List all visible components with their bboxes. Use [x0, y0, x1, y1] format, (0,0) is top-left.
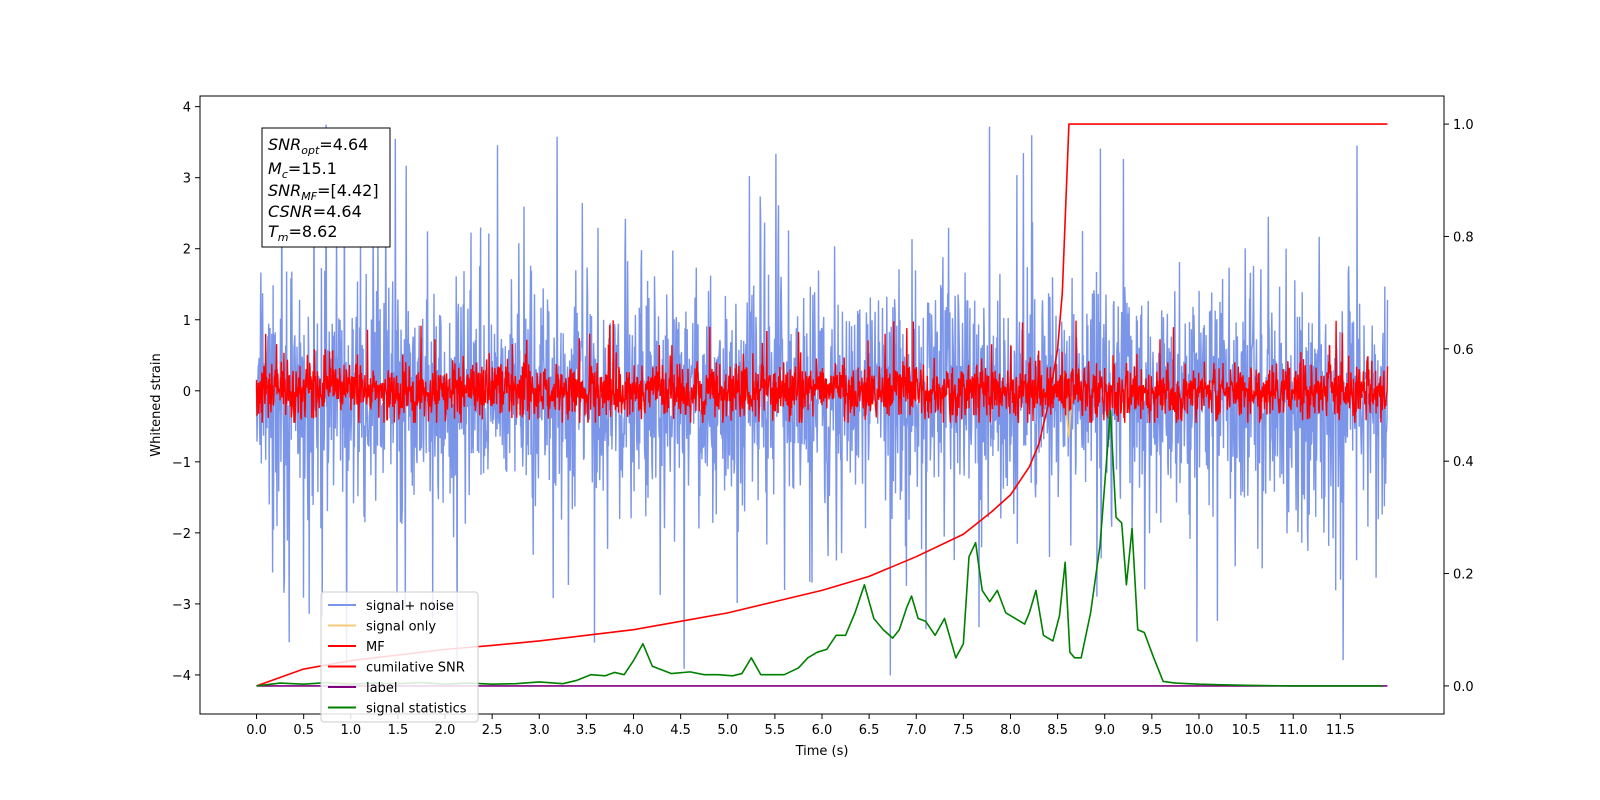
- y-left-tick-label: 2: [183, 243, 191, 258]
- x-tick-label: 6.0: [812, 723, 833, 738]
- x-tick-label: 5.0: [717, 723, 738, 738]
- y-right-tick-label: 1.0: [1453, 118, 1474, 133]
- series-signal-noise-line: [255, 124, 1389, 676]
- legend-label: signal+ noise: [366, 599, 454, 614]
- info-snr-opt: SNRopt=4.64: [268, 135, 368, 157]
- info-tm: Tm=8.62: [268, 222, 338, 244]
- x-tick-label: 1.5: [388, 723, 409, 738]
- y-left-tick-label: 0: [183, 385, 191, 400]
- y-right-tick-label: 0.4: [1453, 455, 1474, 470]
- x-tick-label: 7.0: [906, 723, 927, 738]
- legend-label: signal only: [366, 620, 436, 635]
- series-mf-line: [255, 320, 1389, 423]
- y-right-tick-label: 0.2: [1453, 568, 1474, 583]
- y-left-tick-label: 4: [183, 101, 191, 116]
- legend-label: label: [366, 681, 397, 696]
- info-csnr: CSNR=4.64: [268, 202, 362, 221]
- y-left-tick-label: −1: [172, 456, 191, 471]
- x-tick-label: 3.5: [576, 723, 597, 738]
- x-tick-label: 2.5: [482, 723, 503, 738]
- y-right-tick-label: 0.8: [1453, 230, 1474, 245]
- legend-frame: [320, 591, 479, 723]
- x-tick-label: 0.5: [293, 723, 314, 738]
- y-left-tick-label: 3: [183, 172, 191, 187]
- x-tick-label: 10.0: [1184, 723, 1213, 738]
- x-tick-label: 4.0: [623, 723, 644, 738]
- x-tick-label: 10.5: [1232, 723, 1261, 738]
- y-axis-label: Whitened strain: [149, 353, 164, 456]
- x-tick-label: 11.5: [1326, 723, 1355, 738]
- x-tick-label: 1.0: [340, 723, 361, 738]
- y-left-tick-label: −3: [172, 598, 191, 613]
- x-tick-label: 8.5: [1047, 723, 1068, 738]
- y-axis-right: 1.0 0.8 0.6 0.4 0.2 0.0: [1444, 118, 1474, 695]
- series-signal-statistics-line: [256, 409, 1383, 687]
- y-left-tick-label: −2: [172, 527, 191, 542]
- x-axis: 0.0 0.5 1.0 1.5 2.0 2.5 3.0 3.5 4.0 4.5 5.0 5.5 6.0 6…: [246, 714, 1355, 738]
- info-mc: Mc=15.1: [268, 159, 337, 181]
- legend-label: MF: [366, 640, 385, 655]
- legend-label: signal statistics: [366, 702, 467, 717]
- y-left-tick-label: 1: [183, 314, 191, 329]
- x-tick-label: 0.0: [246, 723, 267, 738]
- x-tick-label: 6.5: [859, 723, 880, 738]
- x-tick-label: 7.5: [953, 723, 974, 738]
- info-box-frame: [261, 127, 391, 248]
- y-left-tick-label: −4: [172, 669, 191, 684]
- x-tick-label: 3.0: [529, 723, 550, 738]
- x-tick-label: 11.0: [1279, 723, 1308, 738]
- y-right-tick-label: 0.0: [1453, 680, 1474, 695]
- info-box: SNRopt=4.64 Mc=15.1 SNRMF=[4.42] CSNR=4.…: [261, 127, 391, 248]
- x-tick-label: 5.5: [765, 723, 786, 738]
- legend-label: cumilative SNR: [366, 661, 465, 676]
- x-axis-label: Time (s): [795, 744, 849, 759]
- x-tick-label: 9.0: [1094, 723, 1115, 738]
- legend: signal+ noise signal only MF cumilative SNR…: [320, 591, 479, 723]
- x-tick-label: 9.5: [1142, 723, 1163, 738]
- x-tick-label: 2.0: [435, 723, 456, 738]
- x-tick-label: 4.5: [670, 723, 691, 738]
- info-snr-mf: SNRMF=[4.42]: [268, 181, 379, 203]
- x-tick-label: 8.0: [1000, 723, 1021, 738]
- y-axis-left: 4 3 2 1 0 −1 −2 −3 −4: [172, 101, 200, 684]
- y-right-tick-label: 0.6: [1453, 343, 1474, 358]
